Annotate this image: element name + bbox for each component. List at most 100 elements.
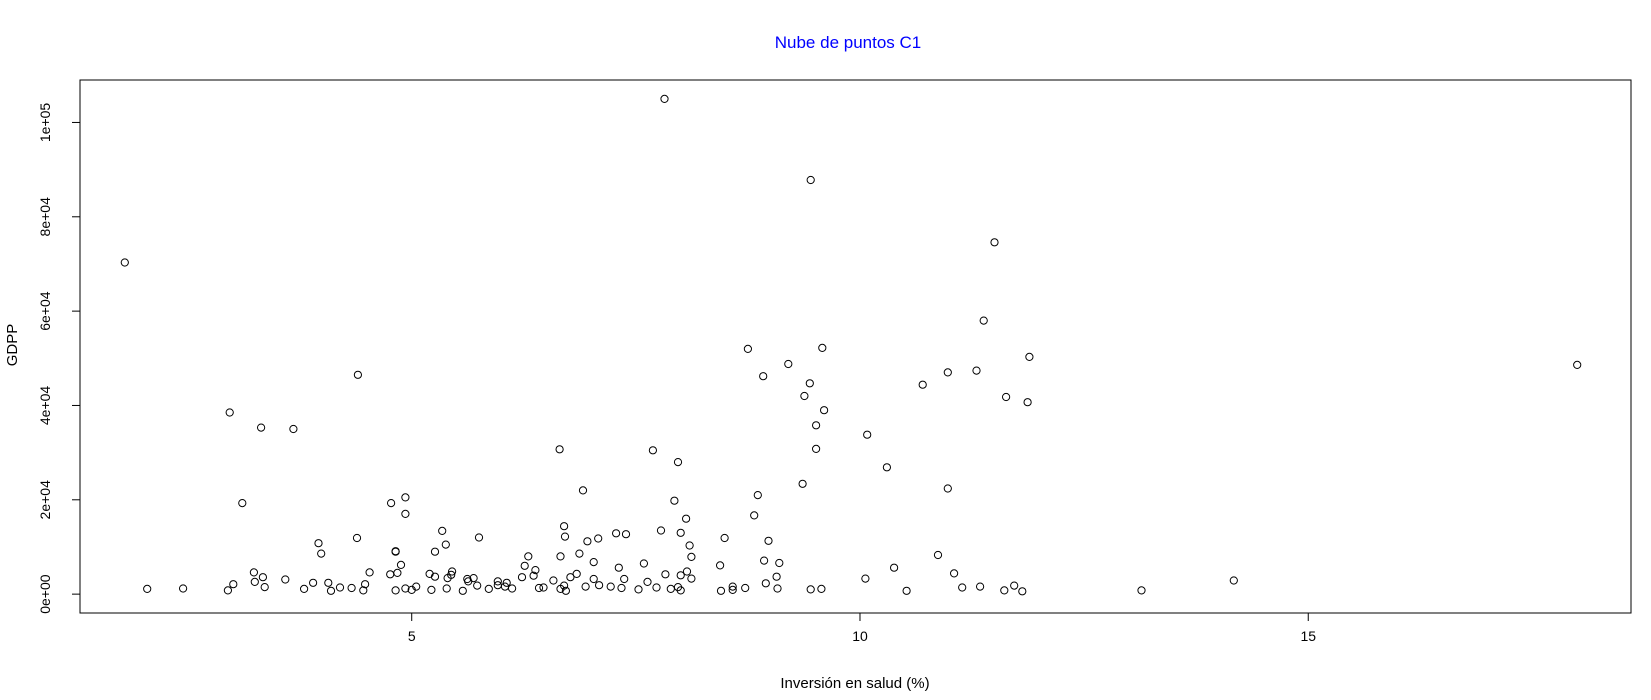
data-point — [257, 423, 266, 432]
y-tick-label: 0e+00 — [37, 574, 53, 614]
data-point — [660, 94, 669, 104]
data-point — [648, 446, 658, 455]
data-point — [502, 578, 511, 587]
data-point — [458, 586, 467, 595]
data-point — [666, 584, 675, 594]
data-point — [401, 584, 410, 593]
data-point — [918, 380, 927, 389]
data-point — [716, 561, 725, 570]
data-point — [620, 574, 629, 584]
data-point — [902, 586, 911, 595]
data-point — [614, 563, 623, 572]
data-point — [448, 567, 457, 576]
data-point — [396, 560, 406, 570]
y-axis-label: GDPP — [4, 324, 21, 367]
data-point — [760, 556, 769, 565]
data-point — [1010, 581, 1019, 590]
data-point — [976, 582, 985, 591]
data-point — [578, 486, 588, 495]
data-point — [743, 344, 753, 353]
data-point — [753, 491, 762, 500]
data-point — [324, 578, 333, 587]
x-axis-label: Inversión en salud (%) — [780, 675, 929, 692]
data-point — [317, 549, 326, 558]
data-point — [861, 574, 870, 583]
data-point — [594, 534, 603, 543]
data-point — [556, 584, 565, 594]
data-point — [561, 586, 571, 595]
data-point — [281, 575, 290, 584]
data-point — [387, 499, 396, 508]
data-point — [412, 582, 421, 591]
data-point — [595, 581, 604, 590]
data-point — [566, 573, 575, 582]
data-point — [589, 558, 598, 567]
data-point — [933, 550, 943, 560]
data-point — [682, 567, 692, 576]
x-tick-label: 10 — [852, 628, 868, 644]
y-tick-label: 8e+04 — [37, 197, 53, 237]
data-point — [761, 579, 770, 588]
data-point — [520, 561, 529, 570]
data-point — [361, 580, 370, 589]
data-point — [438, 526, 447, 536]
data-point — [812, 444, 821, 453]
data-point — [661, 570, 670, 579]
data-point — [820, 406, 829, 415]
plot-frame — [79, 79, 1632, 614]
data-point — [335, 583, 345, 592]
data-point — [347, 583, 356, 593]
data-point — [529, 571, 538, 580]
data-point — [979, 316, 988, 325]
data-point — [817, 584, 826, 594]
y-tick-label: 4e+04 — [37, 386, 53, 426]
data-point — [606, 582, 615, 591]
data-point — [656, 526, 666, 535]
data-point — [617, 583, 626, 593]
data-point — [314, 539, 323, 548]
x-tick-label: 15 — [1300, 628, 1316, 644]
y-axis: 0e+00 2e+04 4e+04 6e+04 8e+04 1e+05 — [37, 103, 81, 614]
data-point — [442, 584, 451, 593]
data-point — [943, 484, 952, 493]
data-point — [682, 514, 691, 523]
data-point — [359, 586, 368, 595]
data-point — [352, 533, 362, 543]
data-point — [430, 547, 440, 556]
data-point — [589, 574, 598, 584]
data-point — [260, 583, 269, 592]
data-point — [806, 175, 815, 185]
data-point — [391, 586, 400, 595]
data-point — [800, 391, 809, 401]
data-point — [1002, 392, 1011, 402]
data-point — [741, 583, 750, 593]
chart-title: Nube de puntos C1 — [775, 33, 922, 52]
data-point — [223, 586, 232, 595]
data-point — [716, 586, 726, 595]
data-point — [639, 559, 649, 568]
data-point — [728, 582, 737, 591]
data-points — [120, 94, 1582, 596]
data-point — [612, 529, 621, 538]
data-point — [300, 584, 309, 594]
data-point — [507, 584, 517, 593]
data-point — [890, 563, 899, 572]
data-point — [560, 522, 569, 531]
data-point — [581, 582, 590, 591]
data-point — [427, 585, 436, 595]
x-axis: 5 10 15 — [408, 612, 1316, 644]
data-point — [229, 580, 238, 589]
data-point — [687, 574, 696, 583]
data-point — [759, 372, 768, 381]
data-point — [798, 479, 807, 488]
data-point — [393, 568, 402, 578]
data-point — [784, 359, 793, 369]
data-point — [750, 511, 759, 520]
data-point — [326, 586, 336, 595]
data-point — [447, 570, 456, 579]
data-point — [555, 445, 564, 454]
data-point — [401, 493, 410, 502]
data-point — [1000, 586, 1009, 595]
data-point — [687, 552, 696, 562]
data-point — [539, 583, 548, 592]
